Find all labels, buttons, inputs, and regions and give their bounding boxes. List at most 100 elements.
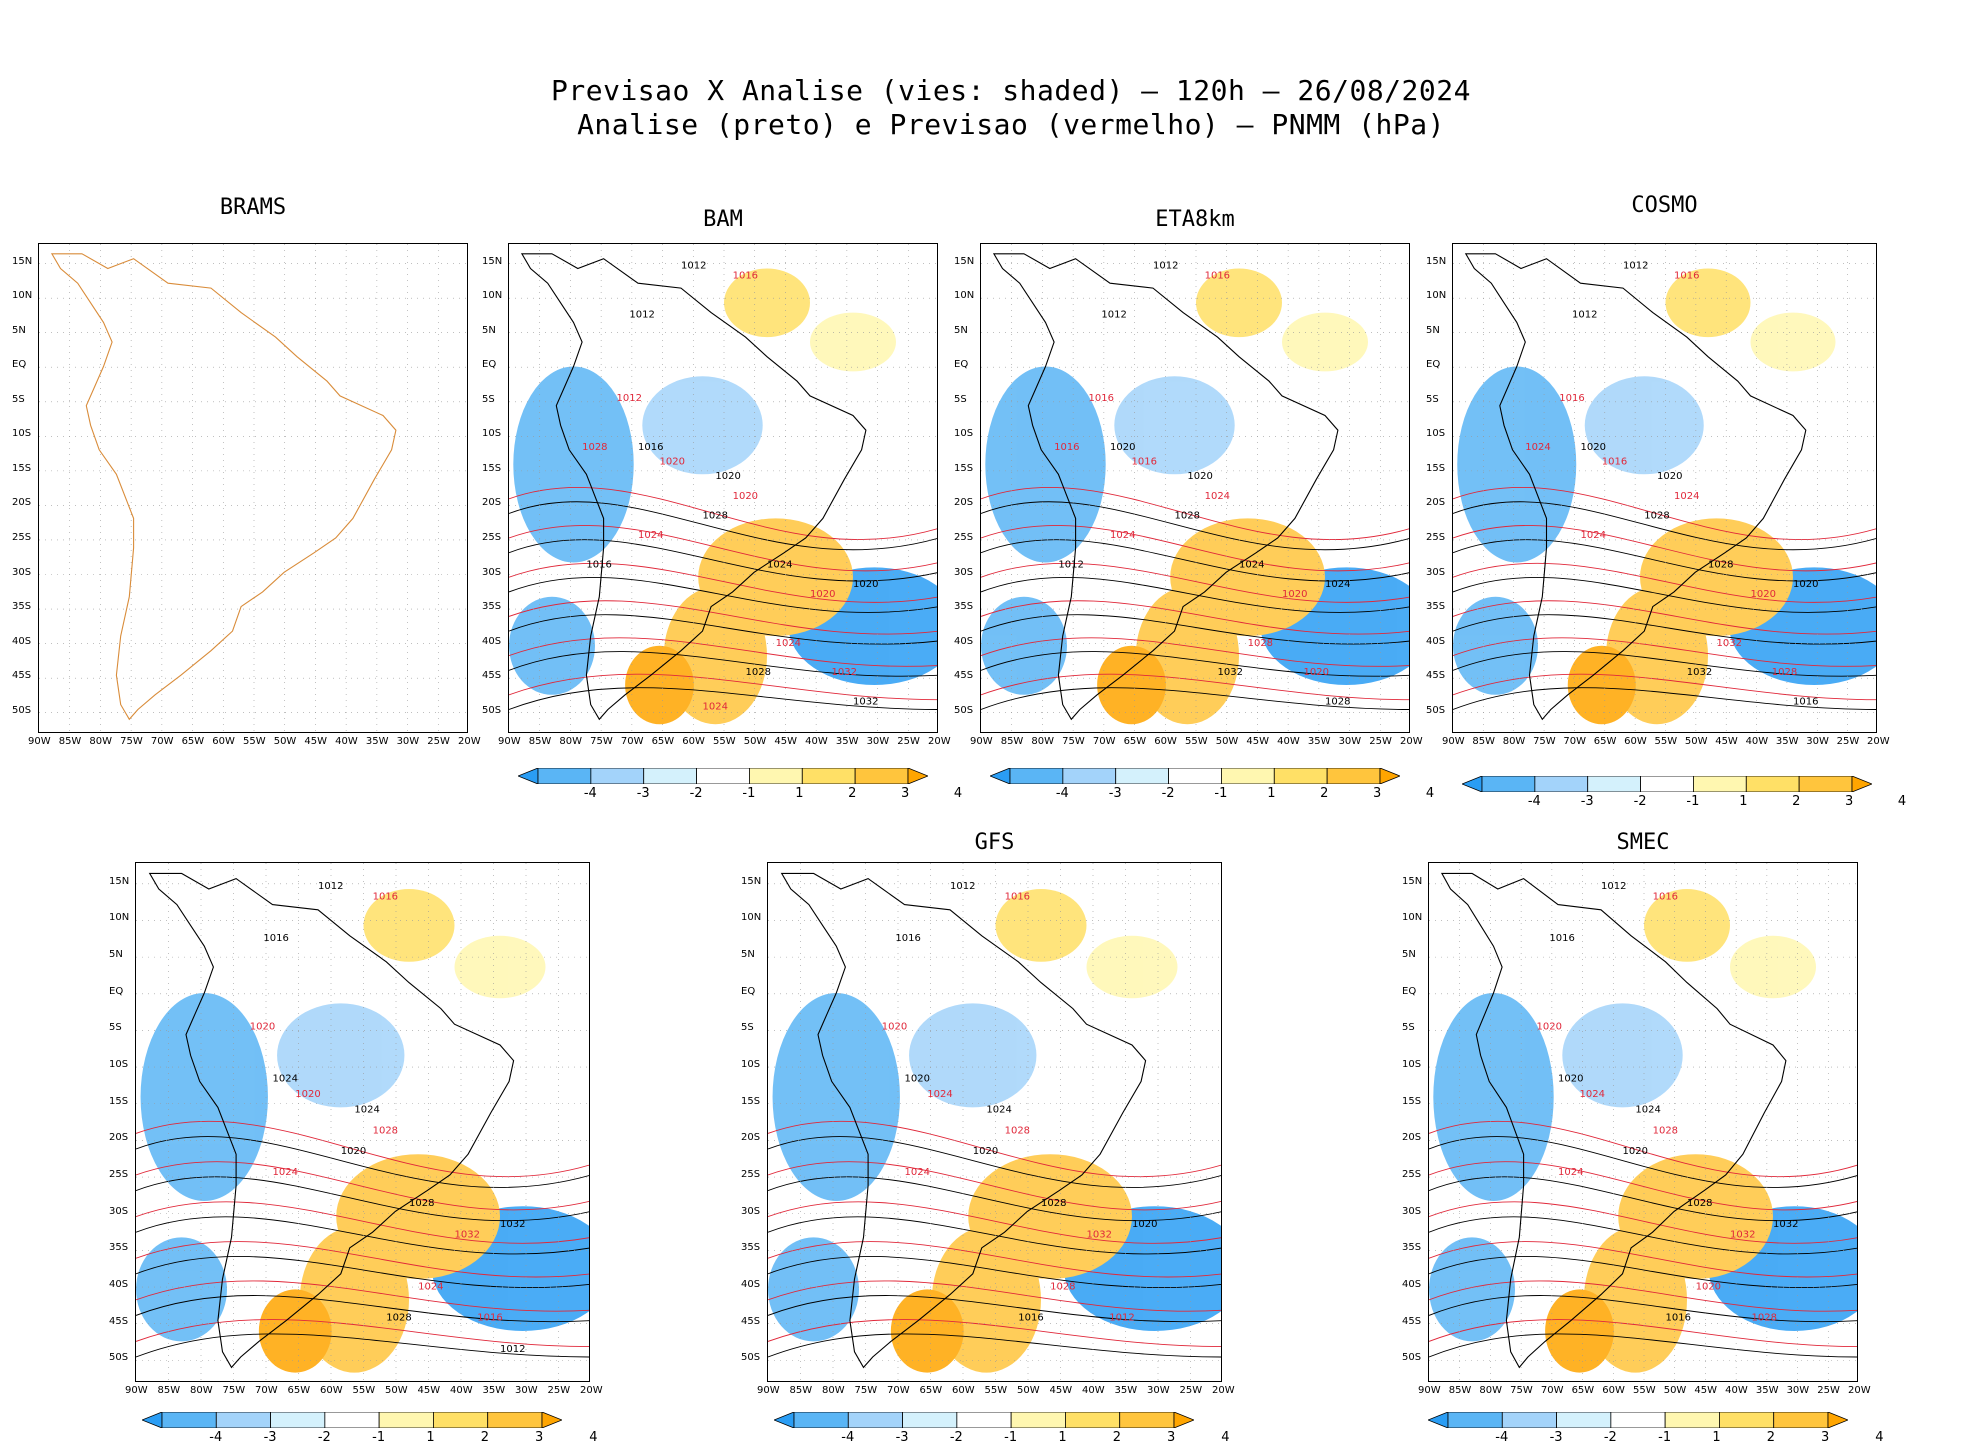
longitude-label: 90W bbox=[28, 736, 51, 747]
longitude-label: 75W bbox=[590, 736, 613, 747]
longitude-label: 90W bbox=[125, 1385, 148, 1396]
latitude-label: 40S bbox=[1426, 635, 1446, 647]
forecast-isobar bbox=[136, 1280, 589, 1312]
colorbar-tick-label: -1 bbox=[372, 1430, 386, 1445]
bias-shading bbox=[140, 993, 268, 1201]
analysis-isobar bbox=[1429, 1176, 1857, 1222]
latitude-label: 35S bbox=[1402, 1242, 1422, 1254]
longitude-label: 30W bbox=[515, 1385, 538, 1396]
latitude-label: 15N bbox=[482, 255, 503, 267]
latitude-label: 50S bbox=[1426, 704, 1446, 716]
contour-label: 1016 bbox=[1549, 933, 1574, 944]
longitude-label: 50W bbox=[1663, 1385, 1687, 1396]
contour-label: 1032 bbox=[455, 1229, 480, 1240]
longitude-label: 70W bbox=[255, 1385, 278, 1396]
analysis-isobar bbox=[509, 539, 937, 582]
longitude-label: 55W bbox=[243, 736, 266, 747]
contour-label: 1020 bbox=[660, 457, 685, 468]
latitude-label: 15S bbox=[12, 462, 32, 474]
longitude-label: 25W bbox=[1369, 736, 1392, 747]
longitude-label: 85W bbox=[789, 1385, 813, 1396]
latitude-label: 15S bbox=[1426, 462, 1446, 474]
contour-label: 1028 bbox=[1644, 510, 1669, 521]
contour-label: 1020 bbox=[1282, 589, 1307, 600]
latitude-label: 45S bbox=[482, 670, 502, 682]
longitude-label: 45W bbox=[774, 736, 798, 747]
colorbar-tick-label: -4 bbox=[1495, 1430, 1509, 1445]
contour-label: 1016 bbox=[1089, 393, 1114, 404]
bias-shading bbox=[1433, 993, 1554, 1201]
longitude-label: 20W bbox=[928, 736, 951, 747]
contour-label: 1024 bbox=[986, 1105, 1011, 1116]
contour-label: 1020 bbox=[1537, 1021, 1562, 1032]
contour-label: 1024 bbox=[273, 1073, 298, 1084]
longitude-label: 40W bbox=[1725, 1385, 1748, 1396]
latitude-label: 15S bbox=[109, 1095, 129, 1107]
latitude-label: 10N bbox=[1426, 290, 1447, 302]
colorbar-scale bbox=[516, 767, 930, 785]
longitude-label: 70W bbox=[1092, 736, 1116, 747]
analysis-isobar bbox=[981, 576, 1409, 613]
latitude-label: 10S bbox=[1402, 1059, 1422, 1071]
latitude-label: 40S bbox=[12, 635, 32, 647]
colorbar-tick-label: -2 bbox=[689, 786, 703, 801]
longitude-label: 35W bbox=[1755, 1385, 1779, 1396]
bias-shading bbox=[258, 1289, 332, 1373]
longitude-label: 70W bbox=[150, 736, 174, 747]
latitude-label: 35S bbox=[109, 1242, 129, 1254]
contour-label: 1028 bbox=[582, 442, 607, 453]
longitude-label: 55W bbox=[352, 1385, 376, 1396]
longitude-label: 65W bbox=[1593, 736, 1617, 747]
latitude-label: 5N bbox=[12, 324, 26, 336]
contour-label: 1032 bbox=[500, 1219, 525, 1230]
analysis-isobar bbox=[768, 1176, 1221, 1222]
longitude-label: 30W bbox=[1786, 1385, 1810, 1396]
contour-label: 1028 bbox=[1175, 510, 1200, 521]
longitude-label: 45W bbox=[1715, 736, 1738, 747]
colorbar-tick-label: 1 bbox=[1712, 1430, 1721, 1445]
longitude-label: 25W bbox=[1179, 1385, 1203, 1396]
latitude-label: 25S bbox=[1426, 531, 1446, 543]
contour-label: 1016 bbox=[1666, 1313, 1691, 1324]
bias-shading bbox=[890, 1289, 964, 1373]
latitude-label: 25S bbox=[741, 1169, 761, 1181]
latitude-label: 10S bbox=[954, 428, 974, 440]
longitude-label: 35W bbox=[1775, 736, 1799, 747]
panel-title: GFS bbox=[974, 830, 1015, 855]
longitude-label: 20W bbox=[1848, 1385, 1871, 1396]
forecast-isobar bbox=[1429, 1201, 1857, 1244]
colorbar-tick-label: -2 bbox=[1603, 1430, 1617, 1445]
contour-label: 1020 bbox=[853, 579, 878, 590]
contour-label: 1012 bbox=[1058, 559, 1083, 570]
latitude-label: 50S bbox=[12, 704, 32, 716]
contour-label: 1020 bbox=[733, 491, 758, 502]
longitude-label: 70W bbox=[1540, 1385, 1564, 1396]
contour-label: 1020 bbox=[973, 1146, 998, 1157]
bias-shading bbox=[363, 889, 455, 962]
longitude-label: 50W bbox=[743, 736, 767, 747]
colorbar-tick-label: 4 bbox=[1221, 1430, 1230, 1445]
contour-label: 1024 bbox=[1110, 530, 1135, 541]
colorbar-tick-label: 2 bbox=[848, 786, 857, 801]
contour-label: 1020 bbox=[1657, 471, 1682, 482]
analysis-isobar bbox=[136, 1333, 589, 1358]
contour-label: 1028 bbox=[1248, 638, 1273, 649]
forecast-isobar bbox=[136, 1241, 589, 1278]
bias-shading bbox=[985, 366, 1106, 563]
latitude-label: 10N bbox=[109, 912, 130, 924]
contour-label: 1012 bbox=[681, 261, 706, 272]
contour-label: 1016 bbox=[1559, 393, 1584, 404]
bias-shading bbox=[513, 366, 634, 563]
latitude-label: 45S bbox=[1426, 670, 1446, 682]
contour-label: 1020 bbox=[715, 471, 740, 482]
latitude-label: 35S bbox=[954, 601, 974, 613]
bias-shading bbox=[981, 596, 1067, 695]
longitude-label: 45W bbox=[304, 736, 328, 747]
latitude-label: 30S bbox=[741, 1205, 761, 1217]
coastline bbox=[992, 253, 1339, 721]
longitude-label: 30W bbox=[396, 736, 420, 747]
panel-title: COSMO bbox=[1631, 193, 1698, 218]
analysis-isobar bbox=[1429, 1136, 1857, 1188]
colorbar-tick-label: 4 bbox=[1875, 1430, 1884, 1445]
map-panel bbox=[38, 243, 468, 733]
